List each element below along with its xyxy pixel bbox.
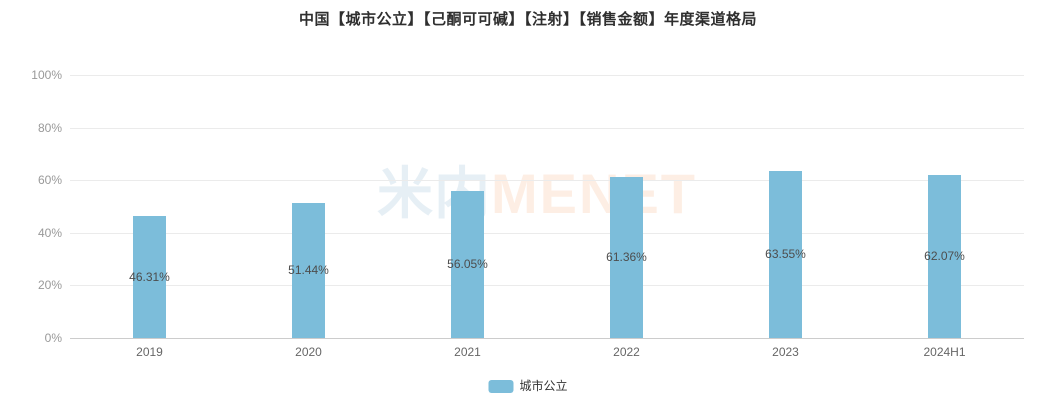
bar-2024H1[interactable] bbox=[928, 174, 961, 338]
x-axis-tick-2019: 2019 bbox=[136, 345, 163, 359]
value-label-2024H1: 62.07% bbox=[924, 249, 965, 264]
value-label-2020: 51.44% bbox=[288, 263, 329, 278]
bar-2021[interactable] bbox=[451, 190, 484, 338]
plot-area bbox=[70, 75, 1024, 339]
y-axis-tick-100%: 100% bbox=[31, 68, 62, 82]
bar-2022[interactable] bbox=[610, 176, 643, 338]
gridline-80% bbox=[70, 127, 1024, 129]
x-axis-tick-2022: 2022 bbox=[613, 345, 640, 359]
bar-2023[interactable] bbox=[769, 170, 802, 338]
legend-marker-icon bbox=[488, 379, 514, 393]
legend: 城市公立 bbox=[488, 379, 568, 393]
chart-title: 中国【城市公立】【己酮可可碱】【注射】【销售金额】年度渠道格局 bbox=[298, 11, 757, 28]
y-axis-tick-20%: 20% bbox=[37, 278, 62, 293]
value-label-2021: 56.05% bbox=[447, 257, 488, 272]
y-axis-tick-80%: 80% bbox=[37, 120, 62, 135]
gridline-100% bbox=[70, 75, 1024, 76]
x-axis-tick-2024H1: 2024H1 bbox=[923, 345, 966, 359]
y-axis-tick-0%: 0% bbox=[44, 331, 62, 345]
legend-label: 城市公立 bbox=[519, 379, 568, 393]
value-label-2023: 63.55% bbox=[765, 247, 806, 262]
gridline-20% bbox=[70, 285, 1024, 287]
legend-item-城市公立[interactable]: 城市公立 bbox=[488, 379, 568, 393]
gridline-40% bbox=[70, 232, 1024, 234]
bar-2019[interactable] bbox=[133, 216, 166, 338]
gridline-60% bbox=[70, 180, 1024, 182]
bar-2020[interactable] bbox=[292, 202, 325, 338]
value-label-2022: 61.36% bbox=[606, 250, 647, 265]
value-label-2019: 46.31% bbox=[129, 270, 170, 285]
x-axis-line bbox=[70, 338, 1024, 339]
x-axis-tick-2020: 2020 bbox=[295, 345, 322, 359]
x-axis-tick-2023: 2023 bbox=[772, 345, 799, 359]
y-axis-tick-40%: 40% bbox=[37, 225, 62, 240]
y-axis-tick-60%: 60% bbox=[37, 173, 62, 188]
x-axis-tick-2021: 2021 bbox=[454, 345, 481, 359]
